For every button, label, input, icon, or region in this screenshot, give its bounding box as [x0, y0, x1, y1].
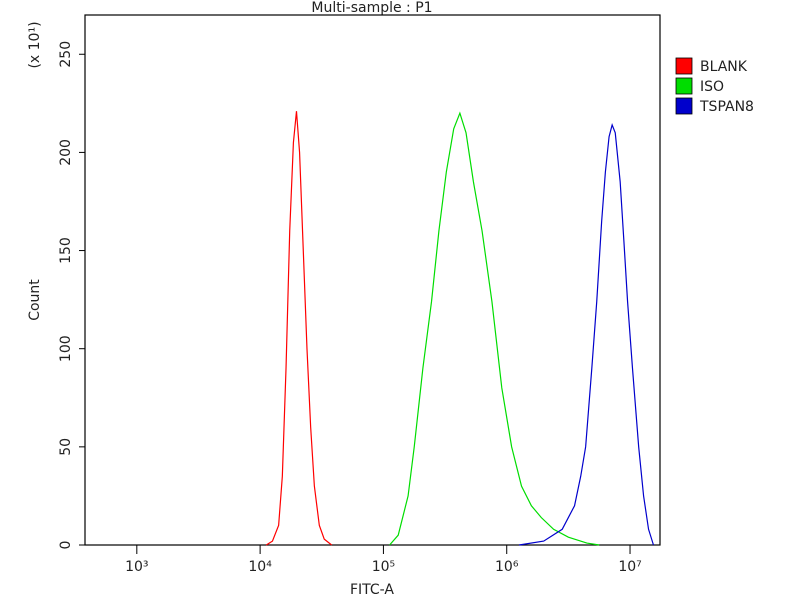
histogram-line	[265, 111, 333, 546]
x-axis-label: FITC-A	[350, 582, 394, 598]
y-tick-label: 200	[58, 139, 74, 166]
y-tick-label: 150	[58, 237, 74, 264]
chart-title: Multi-sample : P1	[311, 0, 432, 16]
x-tick-label: 10⁶	[495, 559, 519, 575]
y-axis-label: Count	[27, 279, 43, 321]
y-multiplier: (x 10¹)	[27, 21, 43, 68]
legend-swatch	[675, 97, 693, 115]
y-tick-label: 250	[58, 41, 74, 68]
x-tick-label: 10⁵	[372, 559, 395, 575]
legend-swatch	[675, 77, 693, 95]
y-tick-label: 50	[58, 438, 74, 456]
x-tick-label: 10⁴	[248, 559, 272, 575]
histogram-line	[518, 122, 655, 546]
plot-frame	[84, 14, 661, 546]
x-tick-label: 10⁷	[618, 559, 641, 575]
legend-label: BLANK	[700, 59, 748, 75]
histogram-line	[389, 111, 600, 546]
x-tick-label: 10³	[125, 559, 148, 575]
legend-label: ISO	[700, 79, 724, 95]
legend-label: TSPAN8	[699, 99, 754, 115]
legend-swatch	[675, 57, 693, 75]
y-tick-label: 100	[58, 335, 74, 362]
y-tick-label: 0	[58, 541, 74, 550]
